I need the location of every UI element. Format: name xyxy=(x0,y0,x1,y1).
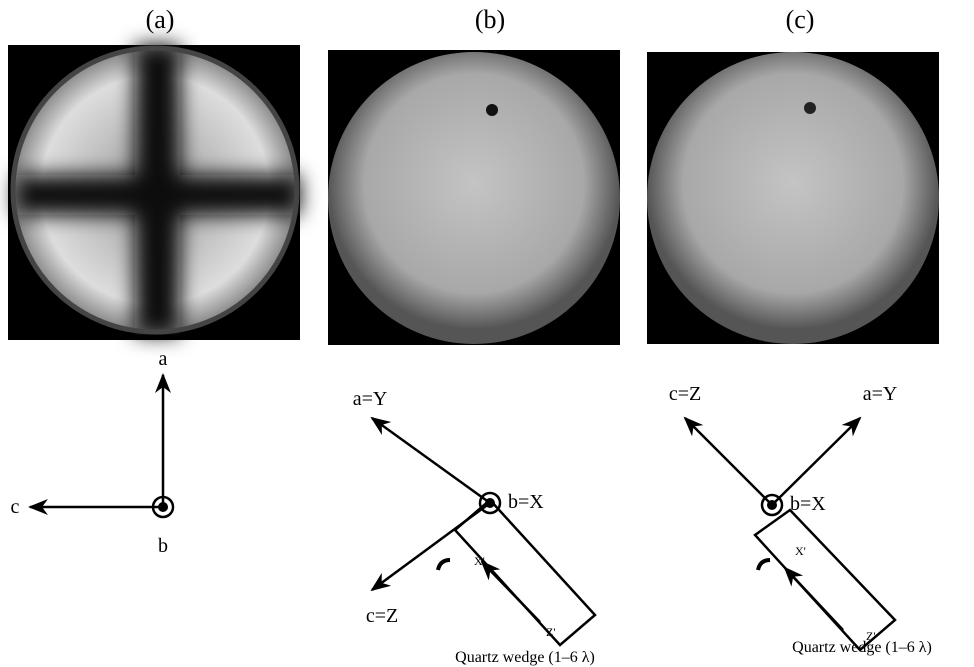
panel-label: (b) xyxy=(475,5,505,34)
image-b xyxy=(328,50,620,345)
wedge-label: X' xyxy=(474,554,485,568)
figure: (a) (b) (c) a c b a=Y c=Z b=X X' Z' Quar… xyxy=(0,0,974,667)
image-c xyxy=(647,52,939,344)
origins xyxy=(153,493,782,517)
image-a xyxy=(8,45,300,340)
panel-label: (a) xyxy=(146,5,175,34)
axis-label: c=Z xyxy=(669,383,701,405)
axis-label: a xyxy=(159,348,168,370)
axis-label: b=X xyxy=(790,493,826,515)
axis-label: c=Z xyxy=(366,605,398,627)
panel-label: (c) xyxy=(786,5,815,34)
wedge-label: X' xyxy=(795,544,806,558)
axis-label: c xyxy=(11,496,20,518)
axis-label: b xyxy=(158,535,168,557)
wedge-caption: Quartz wedge (1–6 λ) xyxy=(792,639,932,656)
wedge-caption: Quartz wedge (1–6 λ) xyxy=(455,649,595,666)
axis-label: b=X xyxy=(508,491,544,513)
wedge-label: Z' xyxy=(546,625,556,639)
axis-label: a=Y xyxy=(353,388,388,410)
axis-label: a=Y xyxy=(863,383,898,405)
